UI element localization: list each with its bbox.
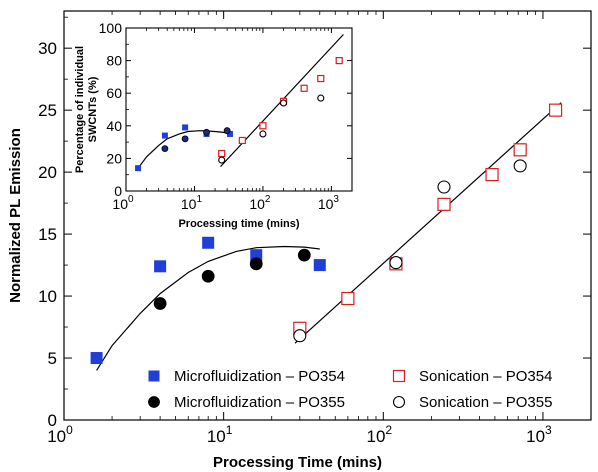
main-series-0-point-0	[90, 352, 103, 365]
inset-xtick-exp-0: 0	[128, 194, 134, 205]
main-ytick-label-5: 25	[38, 101, 57, 120]
inset-series-0-point-0	[135, 165, 142, 172]
main-plot-frame	[63, 10, 592, 421]
main-ytick-label-1: 5	[48, 349, 57, 368]
inset-series-2-point-5	[317, 74, 325, 83]
inset-ytick-label-1: 20	[106, 150, 122, 166]
inset-fit-curve-0	[137, 130, 230, 169]
main-x-axis-title: Processing Time (mins)	[213, 454, 382, 471]
main-series-3-point-0	[293, 329, 307, 343]
main-series-1-point-3	[297, 248, 311, 262]
main-xtick-exp-0: 0	[66, 423, 73, 437]
inset-xtick-label-1: 101	[181, 194, 203, 212]
inset-y-axis-title-line-2: SWCNTs (%)	[87, 76, 99, 142]
main-series-3-point-3	[513, 159, 527, 173]
legend-marker-0	[148, 370, 160, 382]
legend: Microfluidization – PO354 Microfluidizati…	[148, 368, 552, 411]
main-fit-line-1	[294, 102, 562, 344]
inset-series-2-point-0	[218, 149, 226, 158]
inset-xtick-label-0: 100	[112, 194, 134, 212]
legend-marker-1	[148, 396, 160, 408]
main-series-2-point-1	[341, 291, 355, 306]
main-xtick-base-3: 10	[526, 427, 545, 446]
inset-series-2-point-2	[259, 122, 267, 130]
inset-y-axis-title-line-1: Percentage of individual	[74, 46, 86, 173]
inset-ytick-label-5: 100	[99, 20, 123, 36]
inset-series-3-point-0	[218, 156, 226, 164]
main-fit-curve-0	[96, 245, 320, 371]
main-series-3-point-2	[437, 180, 451, 194]
main-series-2-point-6	[548, 103, 563, 117]
main-ytick-label-2: 10	[38, 287, 57, 306]
inset-xtick-base-0: 10	[112, 196, 128, 212]
inset-series-2-point-1	[238, 136, 246, 145]
inset-xtick-exp-2: 2	[265, 194, 271, 205]
inset-xtick-label-3: 103	[318, 194, 340, 212]
main-series-1-point-0	[153, 297, 167, 310]
main-xtick-label-2: 102	[366, 423, 392, 446]
inset-series-1-point-0	[161, 145, 169, 153]
legend-label-1: Microfluidization – PO355	[174, 394, 345, 411]
legend-marker-3	[392, 395, 406, 409]
main-series-2-point-4	[485, 168, 499, 182]
main-ytick-label-4: 20	[38, 163, 57, 182]
inset-series-0-point-1	[161, 132, 168, 139]
inset-xtick-exp-1: 1	[196, 194, 202, 205]
inset-ytick-label-2: 40	[106, 118, 122, 134]
main-series-2-point-5	[513, 143, 527, 157]
legend-label-0: Microfluidization – PO354	[174, 368, 345, 385]
main-xtick-exp-1: 1	[226, 423, 233, 437]
inset-series-3-point-1	[259, 130, 267, 138]
main-ytick-label-3: 15	[38, 225, 57, 244]
main-xtick-base-2: 10	[366, 427, 385, 446]
inset-series-1-point-1	[181, 135, 189, 143]
legend-label-2: Sonication – PO354	[419, 368, 552, 385]
inset-series-0-point-2	[182, 124, 189, 131]
inset-ytick-label-4: 80	[106, 53, 122, 69]
inset-xtick-base-1: 10	[181, 196, 197, 212]
main-series-2-point-3	[437, 197, 451, 211]
main-y-axis-title: Normalized PL Emission	[7, 128, 24, 303]
inset-series-2-point-4	[300, 84, 308, 92]
inset-series-1-point-3	[223, 127, 231, 135]
main-xtick-label-1: 101	[207, 423, 233, 446]
main-xtick-label-0: 100	[47, 423, 73, 446]
main-series-0-point-3	[250, 249, 263, 262]
main-ytick-label-6: 30	[38, 39, 57, 58]
inset-x-axis-title: Processing time (mins)	[178, 218, 299, 230]
main-series-1-point-2	[249, 257, 263, 271]
inset-series-1-point-2	[203, 128, 210, 136]
main-series-3-point-1	[389, 256, 403, 270]
inset-xtick-label-2: 102	[249, 194, 271, 212]
legend-label-3: Sonication – PO355	[419, 394, 552, 411]
main-xtick-exp-2: 2	[385, 423, 392, 437]
inset-ytick-label-3: 60	[106, 85, 122, 101]
main-series-0-point-1	[154, 260, 167, 273]
main-series-0-point-2	[202, 236, 215, 249]
inset-series-2-point-6	[335, 56, 343, 65]
main-xtick-label-3: 103	[526, 423, 552, 446]
main-ytick-label-0: 0	[48, 411, 57, 430]
main-xtick-base-1: 10	[207, 427, 226, 446]
legend-marker-2	[392, 369, 406, 383]
inset-plot-frame	[125, 27, 353, 192]
inset-xtick-base-2: 10	[249, 196, 265, 212]
main-series-0-point-4	[313, 259, 326, 272]
inset-y-axis-title: Percentage of individualSWCNTs (%)	[74, 46, 99, 173]
main-xtick-base-0: 10	[47, 427, 66, 446]
inset-series-0-point-4	[226, 130, 233, 137]
inset-series-3-point-3	[317, 94, 325, 102]
inset-xtick-base-3: 10	[318, 196, 334, 212]
inset-ytick-label-0: 0	[114, 183, 122, 199]
main-xtick-exp-3: 3	[545, 423, 552, 437]
inset-series-3-point-2	[279, 99, 288, 107]
inset-xtick-exp-3: 3	[333, 194, 339, 205]
main-series-1-point-1	[201, 269, 215, 283]
